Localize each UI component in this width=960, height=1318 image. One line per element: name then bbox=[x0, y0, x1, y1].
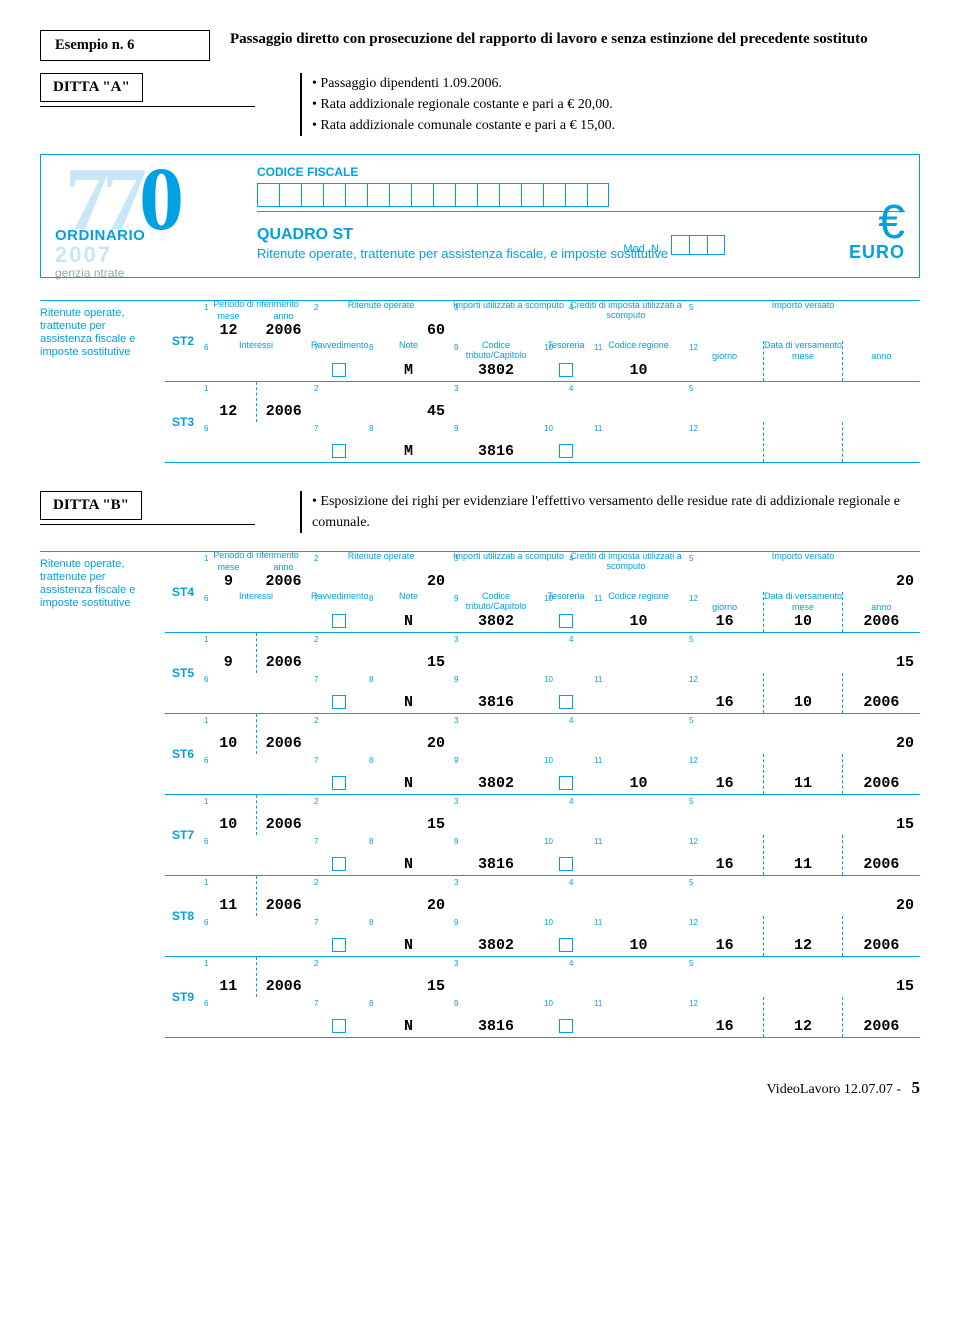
checkbox[interactable] bbox=[559, 938, 573, 952]
st-row-id: ST7 bbox=[165, 795, 201, 875]
st-row: ST519200621534515678N9381610111216102006 bbox=[165, 633, 920, 714]
checkbox[interactable] bbox=[559, 776, 573, 790]
st-row-id: ST5 bbox=[165, 633, 201, 713]
section-ritenute-b: Ritenute operate, trattenute per assiste… bbox=[40, 551, 920, 1038]
st-row-id: ST2 bbox=[165, 301, 201, 381]
st-row: ST4Periodo di riferimentomese19anno2006R… bbox=[165, 552, 920, 633]
page-footer: VideoLavoro 12.07.07 - 5 bbox=[40, 1078, 920, 1098]
section-ritenute-a: Ritenute operate, trattenute per assiste… bbox=[40, 300, 920, 463]
agenzia-logo-text: genzia ntrate bbox=[55, 266, 245, 280]
checkbox[interactable] bbox=[559, 695, 573, 709]
info-item: Rata addizionale comunale costante e par… bbox=[312, 115, 920, 136]
checkbox[interactable] bbox=[332, 614, 346, 628]
st-row: ST6110200622034520678N938021011101216112… bbox=[165, 714, 920, 795]
document-title: Passaggio diretto con prosecuzione del r… bbox=[230, 30, 920, 61]
checkbox[interactable] bbox=[332, 363, 346, 377]
year-label: 2007 bbox=[55, 242, 245, 268]
info-item: Passaggio dipendenti 1.09.2006. bbox=[312, 73, 920, 94]
ditta-b-label: DITTA "B" bbox=[40, 491, 142, 520]
example-badge: Esempio n. 6 bbox=[40, 30, 210, 61]
checkbox[interactable] bbox=[332, 857, 346, 871]
checkbox[interactable] bbox=[332, 776, 346, 790]
quadro-st-subtitle: Ritenute operate, trattenute per assiste… bbox=[257, 246, 905, 263]
checkbox[interactable] bbox=[332, 444, 346, 458]
section-label: Ritenute operate, trattenute per assiste… bbox=[40, 552, 165, 1038]
checkbox[interactable] bbox=[559, 444, 573, 458]
quadro-st-title: QUADRO ST bbox=[257, 226, 905, 244]
codice-fiscale-label: CODICE FISCALE bbox=[257, 165, 905, 179]
ditta-a-block: DITTA "A" Passaggio dipendenti 1.09.2006… bbox=[40, 73, 920, 136]
ditta-a-label: DITTA "A" bbox=[40, 73, 143, 102]
ditta-b-block: DITTA "B" Esposizione dei righi per evid… bbox=[40, 491, 920, 533]
st-row: ST8111200622034520678N938021011101216122… bbox=[165, 876, 920, 957]
info-item: Esposizione dei righi per evidenziare l'… bbox=[312, 491, 920, 533]
st-row-id: ST9 bbox=[165, 957, 201, 1037]
checkbox[interactable] bbox=[332, 1019, 346, 1033]
mod-n-label: Mod. N. bbox=[623, 235, 725, 255]
st-row: ST7110200621534515678N938161011121611200… bbox=[165, 795, 920, 876]
checkbox[interactable] bbox=[559, 614, 573, 628]
section-label: Ritenute operate, trattenute per assiste… bbox=[40, 301, 165, 463]
checkbox[interactable] bbox=[559, 1019, 573, 1033]
info-item: Rata addizionale regionale costante e pa… bbox=[312, 94, 920, 115]
st-row: ST9111200621534515678N938161011121612200… bbox=[165, 957, 920, 1038]
checkbox[interactable] bbox=[559, 857, 573, 871]
codice-fiscale-boxes[interactable] bbox=[257, 183, 905, 207]
checkbox[interactable] bbox=[332, 938, 346, 952]
st-row-id: ST8 bbox=[165, 876, 201, 956]
st-row: ST2Periodo di riferimentomese112anno2006… bbox=[165, 301, 920, 382]
st-row: ST31122006245345678M93816101112 bbox=[165, 382, 920, 463]
checkbox[interactable] bbox=[559, 363, 573, 377]
st-row-id: ST6 bbox=[165, 714, 201, 794]
st-row-id: ST4 bbox=[165, 552, 201, 632]
st-row-id: ST3 bbox=[165, 382, 201, 462]
checkbox[interactable] bbox=[332, 695, 346, 709]
form-header-770: 770 ORDINARIO 2007 genzia ntrate CODICE … bbox=[40, 154, 920, 278]
euro-badge: € EURO bbox=[849, 204, 905, 263]
